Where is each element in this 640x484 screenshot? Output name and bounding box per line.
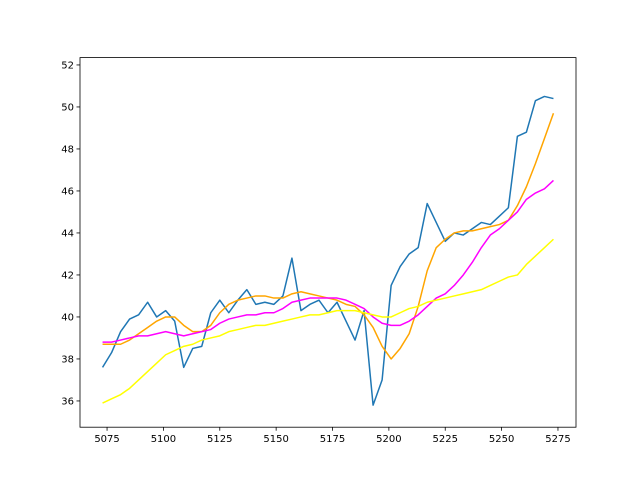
data-line [101,95,554,406]
x-tick-label: 5275 [545,434,570,445]
data-line [102,112,555,360]
data-line [102,238,554,404]
y-tick-label: 46 [61,186,74,197]
x-tick-label: 5250 [489,434,514,445]
x-tick-label: 5125 [207,434,232,445]
x-tick-label: 5100 [151,434,176,445]
x-tick-label: 5075 [94,434,119,445]
y-tick-label: 42 [61,270,74,281]
y-tick-label: 48 [61,144,74,155]
y-tick-label: 52 [61,60,74,71]
plot-frame [79,57,577,428]
x-tick-label: 5225 [433,434,458,445]
y-tick-label: 44 [61,228,74,239]
x-tick-label: 5200 [376,434,401,445]
x-tick-label: 5175 [320,434,345,445]
y-tick-label: 36 [61,396,74,407]
y-tick-label: 50 [61,102,74,113]
x-tick-label: 5150 [263,434,288,445]
data-line [102,179,554,343]
y-tick-label: 38 [61,354,74,365]
y-tick-label: 40 [61,312,74,323]
